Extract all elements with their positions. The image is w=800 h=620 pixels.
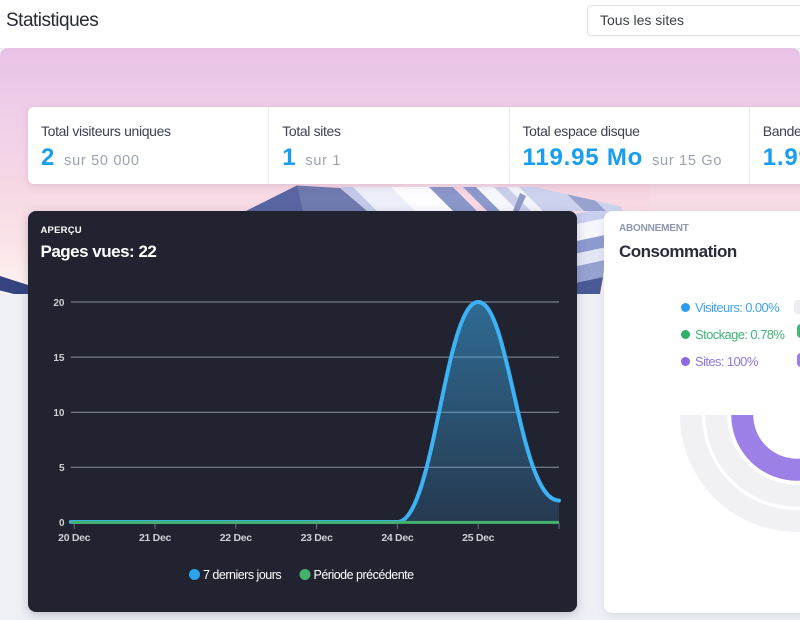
svg-text:7 derniers jours: 7 derniers jours bbox=[203, 568, 281, 582]
svg-text:15: 15 bbox=[53, 353, 65, 364]
svg-text:24 Dec: 24 Dec bbox=[381, 532, 414, 544]
svg-text:22 Dec: 22 Dec bbox=[220, 532, 253, 544]
svg-text:Période précédente: Période précédente bbox=[314, 568, 415, 582]
svg-text:20: 20 bbox=[53, 298, 65, 309]
svg-text:20 Dec: 20 Dec bbox=[58, 532, 91, 544]
svg-text:25 Dec: 25 Dec bbox=[462, 532, 495, 544]
svg-text:10: 10 bbox=[53, 408, 65, 419]
svg-text:0: 0 bbox=[59, 518, 65, 529]
svg-text:23 Dec: 23 Dec bbox=[301, 532, 334, 544]
svg-text:5: 5 bbox=[59, 463, 65, 474]
svg-text:21 Dec: 21 Dec bbox=[139, 532, 172, 544]
